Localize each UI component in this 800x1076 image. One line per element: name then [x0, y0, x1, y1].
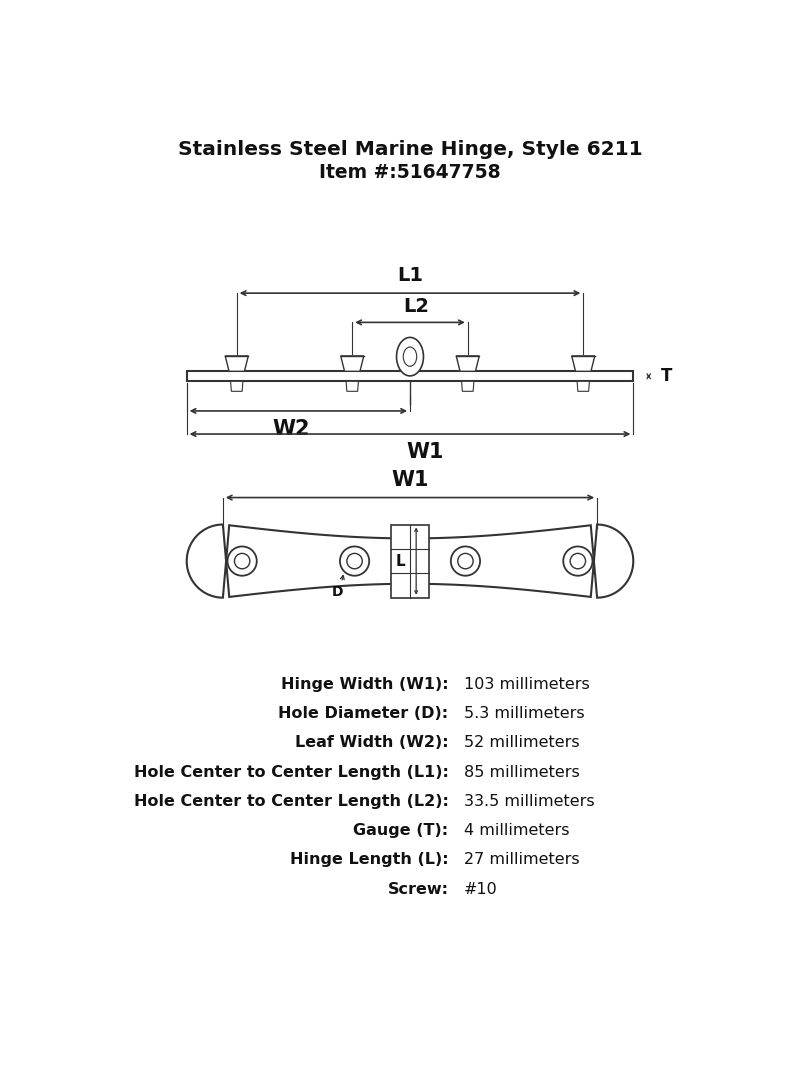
Text: D: D — [332, 585, 343, 599]
Text: 103 millimeters: 103 millimeters — [464, 677, 590, 692]
Text: L1: L1 — [397, 267, 423, 285]
Polygon shape — [186, 524, 634, 597]
Text: T: T — [661, 367, 672, 385]
Text: Gauge (T):: Gauge (T): — [354, 823, 449, 838]
Polygon shape — [462, 381, 474, 392]
Polygon shape — [341, 356, 364, 371]
Text: 85 millimeters: 85 millimeters — [464, 765, 580, 780]
Text: 52 millimeters: 52 millimeters — [464, 735, 579, 750]
Text: L: L — [396, 553, 406, 568]
Circle shape — [570, 553, 586, 569]
Ellipse shape — [397, 338, 423, 376]
Polygon shape — [346, 381, 358, 392]
Text: Stainless Steel Marine Hinge, Style 6211: Stainless Steel Marine Hinge, Style 6211 — [178, 140, 642, 158]
Text: Screw:: Screw: — [387, 881, 449, 896]
Circle shape — [347, 553, 362, 569]
Text: L2: L2 — [403, 297, 429, 316]
Ellipse shape — [403, 348, 417, 366]
Text: W2: W2 — [272, 419, 310, 439]
Text: Hole Center to Center Length (L2):: Hole Center to Center Length (L2): — [134, 794, 449, 809]
Text: Hole Center to Center Length (L1):: Hole Center to Center Length (L1): — [134, 765, 449, 780]
Text: Leaf Width (W2):: Leaf Width (W2): — [295, 735, 449, 750]
Polygon shape — [390, 524, 430, 597]
Text: W1: W1 — [406, 442, 444, 462]
Circle shape — [563, 547, 593, 576]
Text: W1: W1 — [391, 470, 429, 490]
Circle shape — [458, 553, 473, 569]
Text: 27 millimeters: 27 millimeters — [464, 852, 579, 867]
Text: 5.3 millimeters: 5.3 millimeters — [464, 706, 585, 721]
Polygon shape — [230, 381, 243, 392]
Circle shape — [227, 547, 257, 576]
Text: #10: #10 — [464, 881, 498, 896]
Text: 4 millimeters: 4 millimeters — [464, 823, 570, 838]
Circle shape — [340, 547, 369, 576]
Text: Item #:51647758: Item #:51647758 — [319, 162, 501, 182]
Text: 33.5 millimeters: 33.5 millimeters — [464, 794, 594, 809]
Circle shape — [234, 553, 250, 569]
Polygon shape — [456, 356, 479, 371]
Text: Hinge Width (W1):: Hinge Width (W1): — [281, 677, 449, 692]
Text: Hinge Length (L):: Hinge Length (L): — [290, 852, 449, 867]
Polygon shape — [226, 356, 248, 371]
Polygon shape — [572, 356, 594, 371]
Polygon shape — [577, 381, 590, 392]
Text: Hole Diameter (D):: Hole Diameter (D): — [278, 706, 449, 721]
Polygon shape — [186, 371, 634, 381]
Circle shape — [451, 547, 480, 576]
